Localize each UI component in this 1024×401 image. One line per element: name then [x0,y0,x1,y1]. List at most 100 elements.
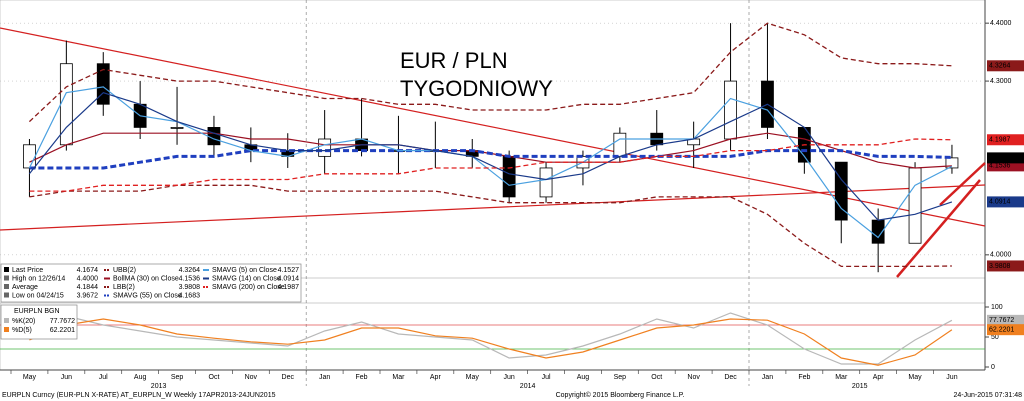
trend-line [939,162,986,206]
legend-value: 62.2201 [50,327,75,334]
series-line [28,22,952,123]
x-tick-label: Dec [282,374,295,381]
main-panel [0,0,986,279]
x-tick-label: Jan [762,374,773,381]
x-tick-label: May [23,374,37,381]
legend-value: 4.1844 [77,284,99,291]
text-layer: May Jun Jul Aug Sep Oct Nov Dec 2013 Jan Feb Mar Apr… [4,20,1024,390]
x-tick-label: Apr [430,374,442,381]
series-tag: 4.3264 [989,63,1011,70]
x-tick-label: Jul [542,374,551,381]
chart-subtitle: TYGODNIOWY [400,76,553,101]
legend-label: BollMA (30) on Close [113,275,179,282]
candle-body [170,127,184,129]
candle-body [23,144,36,169]
series-tag: 77.7672 [989,317,1014,324]
y-tick-label: 4.4000 [990,20,1012,27]
series-line [29,138,952,192]
candle-body [724,80,737,140]
x-tick-label: Aug [577,374,590,381]
legend-value: 3.9672 [77,292,99,299]
x-tick-label: Dec [724,374,737,381]
trend-line [896,179,981,278]
candle-body [908,167,922,244]
legend-value: 3.9808 [179,284,201,291]
series-line [29,184,952,268]
series-tag-bg [987,196,1024,208]
legend-label: High on 12/26/14 [12,275,65,282]
footer-right: 24-Jun-2015 07:31:48 [954,392,1023,399]
series-tag-bg [987,160,1024,172]
y-tick-label: 50 [991,334,999,341]
legend-value: 4.4000 [77,275,99,282]
series-tag-bg [987,134,1024,146]
legend-marker [4,267,9,272]
legend-label: SMAVG (5) on Close [212,267,277,274]
series-line [29,312,953,365]
y-tick-label: 4.0000 [990,252,1012,259]
footer-left: EURPLN Curncy (EUR-PLN X-RATE) AT_EURPLN… [2,392,276,399]
candle-body [207,127,221,146]
candle-body [613,132,627,157]
candle-body [834,161,848,221]
x-tick-label: Jul [99,374,108,381]
series-line [29,318,953,366]
legend-label: Average [12,284,38,291]
series-tag-bg [987,260,1024,272]
x-tick-label: Oct [651,374,662,381]
legend-value: 4.1987 [278,284,300,291]
legend-value: 4.0914 [278,275,300,282]
series-tag-bg [987,314,1024,326]
x-tick-label: Jun [504,374,515,381]
x-tick-label: May [466,374,480,381]
data-layer [23,22,959,366]
x-tick-label: Mar [835,374,848,381]
x-tick-label: Sep [614,374,627,381]
lower-legend-box [0,304,78,340]
candle-body [318,138,332,157]
trend-lines [0,27,986,278]
series-line [28,86,953,239]
series-tag: 4.0914 [989,199,1011,206]
legend-label: %D(5) [12,327,32,334]
lower-legend-title: EURPLN BGN [14,308,60,315]
y-tick-label: 4.3000 [990,78,1012,85]
series-tag: 3.9808 [989,263,1011,270]
legend-value: 4.1527 [278,267,300,274]
x-tick-label: Aug [134,374,147,381]
legend-marker [4,284,9,289]
x-group-label: 2015 [852,383,868,390]
lower-panel [0,302,986,371]
footer-center: Copyright© 2015 Bloomberg Finance L.P. [556,391,685,399]
x-tick-label: Sep [171,374,184,381]
chart-title: EUR / PLN [400,48,508,73]
last-price-tag-bg [987,152,1024,164]
legend-label: SMAVG (200) on Close [212,284,285,291]
x-tick-label: Jun [946,374,957,381]
candle-body [539,167,553,198]
x-tick-label: May [908,374,922,381]
candle-body [502,155,516,198]
x-tick-label: Nov [245,374,258,381]
legend-marker [4,318,9,323]
legend-label: UBB(2) [113,267,136,274]
legend-label: Last Price [12,267,43,274]
y-tick-label: 0 [991,364,995,371]
x-tick-label: Nov [687,374,700,381]
x-tick-label: Apr [873,374,885,381]
legend-value: 4.1674 [77,267,99,274]
legend-value: 77.7672 [50,318,75,325]
series-line [29,149,952,170]
legend-marker [4,327,9,332]
legend-marker [4,292,9,298]
x-tick-label: Feb [356,374,368,381]
x-tick-label: Mar [392,374,405,381]
candle-body [945,157,959,169]
x-tick-label: Feb [798,374,810,381]
series-tag: 4.1987 [989,137,1011,144]
legend-label: SMAVG (55) on Close [113,292,182,299]
series-tag: 62.2201 [989,327,1014,334]
legend-box [0,263,302,303]
legend-value: 4.3264 [179,267,201,274]
legend-label: SMAVG (14) on Close [212,275,281,282]
